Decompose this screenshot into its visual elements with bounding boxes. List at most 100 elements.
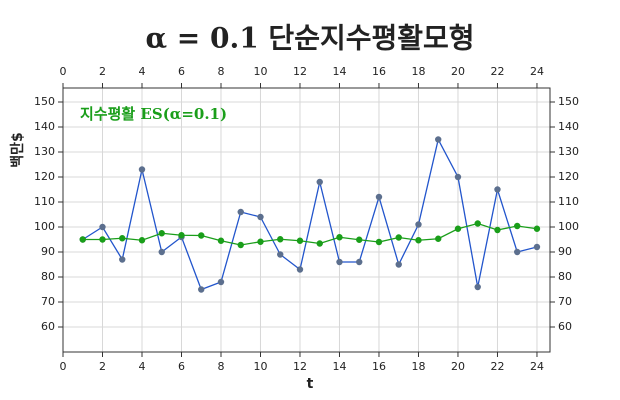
x-tick-label: 8	[217, 360, 224, 373]
x-tick-label: 4	[138, 65, 145, 78]
y-tick-label: 70	[558, 295, 572, 308]
x-tick-label: 24	[530, 65, 544, 78]
chart-title: α = 0.1 단순지수평활모형	[145, 22, 474, 55]
data-point	[454, 173, 462, 181]
data-point	[257, 238, 264, 245]
y-tick-label: 110	[34, 195, 55, 208]
y-tick-label: 110	[558, 195, 579, 208]
x-tick-label: 14	[332, 360, 346, 373]
x-tick-label: 2	[99, 65, 106, 78]
x-axis-label: t	[307, 376, 314, 392]
x-tick-label: 16	[372, 360, 386, 373]
series-line	[82, 137, 538, 291]
data-point	[277, 251, 284, 258]
data-point	[494, 226, 501, 234]
data-point	[257, 213, 264, 221]
data-point	[119, 235, 126, 242]
data-point	[533, 225, 541, 232]
data-point	[296, 266, 304, 273]
data-point	[138, 166, 146, 173]
data-point	[514, 248, 521, 256]
x-tick-label: 20	[451, 360, 465, 373]
data-point	[158, 248, 165, 256]
x-tick-label: 0	[60, 360, 67, 373]
x-tick-label: 0	[60, 65, 67, 78]
data-point	[217, 237, 225, 244]
data-point	[514, 222, 521, 230]
data-point	[395, 261, 402, 268]
data-point	[435, 136, 442, 143]
data-point	[178, 232, 185, 239]
y-tick-label: 80	[41, 270, 55, 283]
data-point	[198, 232, 205, 239]
series-line	[82, 222, 538, 246]
data-point	[217, 278, 225, 286]
y-tick-label: 80	[558, 270, 572, 283]
x-tick-label: 12	[293, 360, 307, 373]
data-point	[316, 178, 323, 186]
data-point	[99, 223, 106, 231]
data-point	[375, 193, 383, 201]
y-tick-label: 90	[41, 245, 55, 258]
data-point	[237, 241, 244, 249]
data-point	[237, 208, 244, 216]
y-tick-label: 150	[558, 95, 579, 108]
y-tick-label: 130	[34, 145, 55, 158]
x-tick-label: 6	[178, 65, 185, 78]
y-tick-label: 120	[558, 170, 579, 183]
x-tick-label: 24	[530, 360, 544, 373]
x-tick-label: 6	[178, 360, 185, 373]
data-point	[158, 230, 165, 237]
data-point	[415, 221, 422, 228]
data-point	[474, 283, 481, 291]
data-point	[474, 220, 481, 227]
data-point	[79, 236, 86, 243]
plot-frame	[62, 87, 551, 353]
data-point	[533, 243, 541, 251]
data-point	[356, 236, 363, 243]
data-point	[375, 238, 383, 246]
data-point	[316, 240, 323, 247]
data-point	[336, 234, 343, 241]
data-point	[296, 237, 304, 244]
y-tick-label: 70	[41, 295, 55, 308]
y-tick-label: 150	[34, 95, 55, 108]
y-tick-label: 100	[558, 220, 579, 233]
x-tick-label: 8	[217, 65, 224, 78]
data-point	[99, 236, 106, 243]
x-tick-label: 14	[332, 65, 346, 78]
x-tick-label: 22	[490, 360, 504, 373]
x-tick-label: 10	[253, 65, 267, 78]
x-tick-label: 18	[411, 65, 425, 78]
data-point	[119, 256, 126, 263]
data-point	[336, 258, 343, 266]
y-tick-label: 140	[34, 120, 55, 133]
x-tick-label: 2	[99, 360, 106, 373]
y-tick-label: 140	[558, 120, 579, 133]
y-tick-label: 120	[34, 170, 55, 183]
data-point	[356, 258, 363, 266]
y-tick-label: 90	[558, 245, 572, 258]
x-tick-label: 22	[490, 65, 504, 78]
x-tick-label: 20	[451, 65, 465, 78]
x-tick-label: 10	[253, 360, 267, 373]
data-point	[415, 237, 422, 244]
x-tick-label: 16	[372, 65, 386, 78]
data-point	[277, 236, 284, 243]
y-tick-label: 100	[34, 220, 55, 233]
data-point	[454, 225, 462, 232]
y-tick-label: 60	[558, 320, 572, 333]
data-point	[395, 234, 402, 241]
y-tick-label: 60	[41, 320, 55, 333]
data-point	[494, 186, 501, 193]
x-tick-label: 18	[411, 360, 425, 373]
legend-label: 지수평활 ES(α=0.1)	[80, 105, 227, 123]
x-tick-label: 4	[138, 360, 145, 373]
y-tick-label: 130	[558, 145, 579, 158]
data-point	[435, 235, 442, 242]
data-point	[198, 286, 205, 293]
y-axis-label: 백만$	[10, 132, 26, 168]
data-point	[138, 237, 146, 244]
x-tick-label: 12	[293, 65, 307, 78]
